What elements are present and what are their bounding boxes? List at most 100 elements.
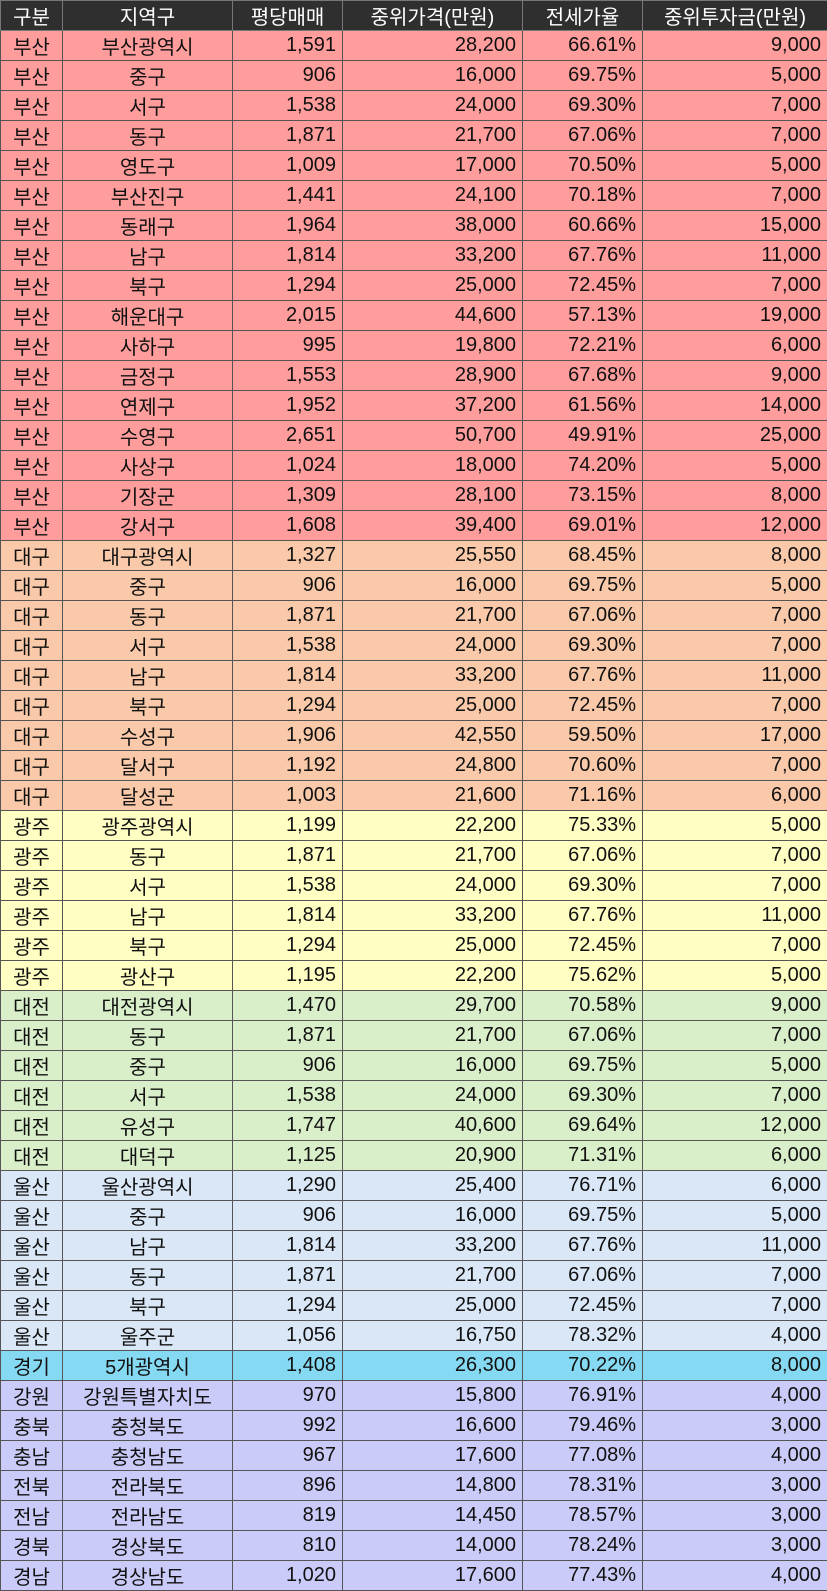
median-price-cell[interactable]: 21,600 (343, 781, 523, 811)
district-cell[interactable]: 기장군 (63, 481, 233, 511)
category-cell[interactable]: 광주 (1, 961, 63, 991)
median-price-cell[interactable]: 24,100 (343, 181, 523, 211)
jeonse-ratio-cell[interactable]: 76.91% (523, 1381, 643, 1411)
jeonse-ratio-cell[interactable]: 73.15% (523, 481, 643, 511)
median-investment-cell[interactable]: 17,000 (643, 721, 827, 751)
category-cell[interactable]: 대구 (1, 571, 63, 601)
price-per-pyeong-cell[interactable]: 2,015 (233, 301, 343, 331)
median-price-cell[interactable]: 21,700 (343, 121, 523, 151)
district-cell[interactable]: 서구 (63, 1081, 233, 1111)
category-cell[interactable]: 충남 (1, 1441, 63, 1471)
category-cell[interactable]: 울산 (1, 1321, 63, 1351)
district-cell[interactable]: 해운대구 (63, 301, 233, 331)
category-cell[interactable]: 부산 (1, 211, 63, 241)
district-cell[interactable]: 남구 (63, 901, 233, 931)
median-investment-cell[interactable]: 4,000 (643, 1441, 827, 1471)
median-price-cell[interactable]: 28,100 (343, 481, 523, 511)
median-price-cell[interactable]: 28,900 (343, 361, 523, 391)
median-investment-cell[interactable]: 7,000 (643, 691, 827, 721)
district-cell[interactable]: 동구 (63, 121, 233, 151)
median-investment-cell[interactable]: 7,000 (643, 181, 827, 211)
price-per-pyeong-cell[interactable]: 1,906 (233, 721, 343, 751)
price-per-pyeong-cell[interactable]: 1,747 (233, 1111, 343, 1141)
category-cell[interactable]: 부산 (1, 421, 63, 451)
median-investment-cell[interactable]: 7,000 (643, 631, 827, 661)
median-investment-cell[interactable]: 11,000 (643, 1231, 827, 1261)
jeonse-ratio-cell[interactable]: 72.45% (523, 691, 643, 721)
median-investment-cell[interactable]: 7,000 (643, 601, 827, 631)
category-cell[interactable]: 부산 (1, 61, 63, 91)
district-cell[interactable]: 중구 (63, 1201, 233, 1231)
jeonse-ratio-cell[interactable]: 69.75% (523, 571, 643, 601)
category-cell[interactable]: 울산 (1, 1201, 63, 1231)
price-per-pyeong-cell[interactable]: 2,651 (233, 421, 343, 451)
category-cell[interactable]: 경기 (1, 1351, 63, 1381)
median-price-cell[interactable]: 16,600 (343, 1411, 523, 1441)
median-price-cell[interactable]: 16,000 (343, 571, 523, 601)
median-price-cell[interactable]: 21,700 (343, 841, 523, 871)
price-per-pyeong-cell[interactable]: 1,871 (233, 601, 343, 631)
category-cell[interactable]: 대구 (1, 601, 63, 631)
jeonse-ratio-cell[interactable]: 69.01% (523, 511, 643, 541)
category-cell[interactable]: 부산 (1, 511, 63, 541)
category-cell[interactable]: 광주 (1, 871, 63, 901)
median-investment-cell[interactable]: 14,000 (643, 391, 827, 421)
jeonse-ratio-cell[interactable]: 79.46% (523, 1411, 643, 1441)
district-cell[interactable]: 사상구 (63, 451, 233, 481)
category-cell[interactable]: 대전 (1, 1081, 63, 1111)
price-per-pyeong-cell[interactable]: 1,538 (233, 631, 343, 661)
jeonse-ratio-cell[interactable]: 59.50% (523, 721, 643, 751)
district-cell[interactable]: 동구 (63, 1021, 233, 1051)
category-cell[interactable]: 광주 (1, 931, 63, 961)
median-investment-cell[interactable]: 25,000 (643, 421, 827, 451)
jeonse-ratio-cell[interactable]: 75.33% (523, 811, 643, 841)
median-investment-cell[interactable]: 7,000 (643, 1291, 827, 1321)
category-cell[interactable]: 대구 (1, 691, 63, 721)
jeonse-ratio-cell[interactable]: 67.06% (523, 841, 643, 871)
median-price-cell[interactable]: 24,000 (343, 1081, 523, 1111)
median-investment-cell[interactable]: 4,000 (643, 1381, 827, 1411)
jeonse-ratio-cell[interactable]: 69.75% (523, 61, 643, 91)
price-per-pyeong-cell[interactable]: 896 (233, 1471, 343, 1501)
jeonse-ratio-cell[interactable]: 69.64% (523, 1111, 643, 1141)
median-price-cell[interactable]: 16,000 (343, 1201, 523, 1231)
district-cell[interactable]: 부산진구 (63, 181, 233, 211)
median-price-cell[interactable]: 14,000 (343, 1531, 523, 1561)
district-cell[interactable]: 대전광역시 (63, 991, 233, 1021)
price-per-pyeong-cell[interactable]: 1,814 (233, 1231, 343, 1261)
jeonse-ratio-cell[interactable]: 67.76% (523, 901, 643, 931)
median-investment-cell[interactable]: 6,000 (643, 1141, 827, 1171)
category-cell[interactable]: 대전 (1, 991, 63, 1021)
median-investment-cell[interactable]: 11,000 (643, 241, 827, 271)
district-cell[interactable]: 전라북도 (63, 1471, 233, 1501)
jeonse-ratio-cell[interactable]: 69.30% (523, 871, 643, 901)
median-investment-cell[interactable]: 3,000 (643, 1411, 827, 1441)
price-per-pyeong-cell[interactable]: 970 (233, 1381, 343, 1411)
district-cell[interactable]: 중구 (63, 571, 233, 601)
median-investment-cell[interactable]: 8,000 (643, 481, 827, 511)
median-price-cell[interactable]: 17,600 (343, 1561, 523, 1591)
median-price-cell[interactable]: 22,200 (343, 811, 523, 841)
median-investment-cell[interactable]: 9,000 (643, 991, 827, 1021)
category-cell[interactable]: 부산 (1, 301, 63, 331)
median-price-cell[interactable]: 42,550 (343, 721, 523, 751)
category-cell[interactable]: 부산 (1, 331, 63, 361)
jeonse-ratio-cell[interactable]: 72.45% (523, 1291, 643, 1321)
price-per-pyeong-cell[interactable]: 1,538 (233, 91, 343, 121)
price-per-pyeong-cell[interactable]: 1,020 (233, 1561, 343, 1591)
median-price-cell[interactable]: 25,550 (343, 541, 523, 571)
price-per-pyeong-cell[interactable]: 1,024 (233, 451, 343, 481)
jeonse-ratio-cell[interactable]: 67.68% (523, 361, 643, 391)
district-cell[interactable]: 동래구 (63, 211, 233, 241)
jeonse-ratio-cell[interactable]: 67.06% (523, 1261, 643, 1291)
median-investment-cell[interactable]: 11,000 (643, 901, 827, 931)
category-cell[interactable]: 울산 (1, 1231, 63, 1261)
median-price-cell[interactable]: 39,400 (343, 511, 523, 541)
jeonse-ratio-cell[interactable]: 69.75% (523, 1201, 643, 1231)
median-price-cell[interactable]: 25,000 (343, 271, 523, 301)
district-cell[interactable]: 중구 (63, 1051, 233, 1081)
district-cell[interactable]: 달성군 (63, 781, 233, 811)
district-cell[interactable]: 연제구 (63, 391, 233, 421)
median-price-cell[interactable]: 26,300 (343, 1351, 523, 1381)
category-cell[interactable]: 대구 (1, 781, 63, 811)
